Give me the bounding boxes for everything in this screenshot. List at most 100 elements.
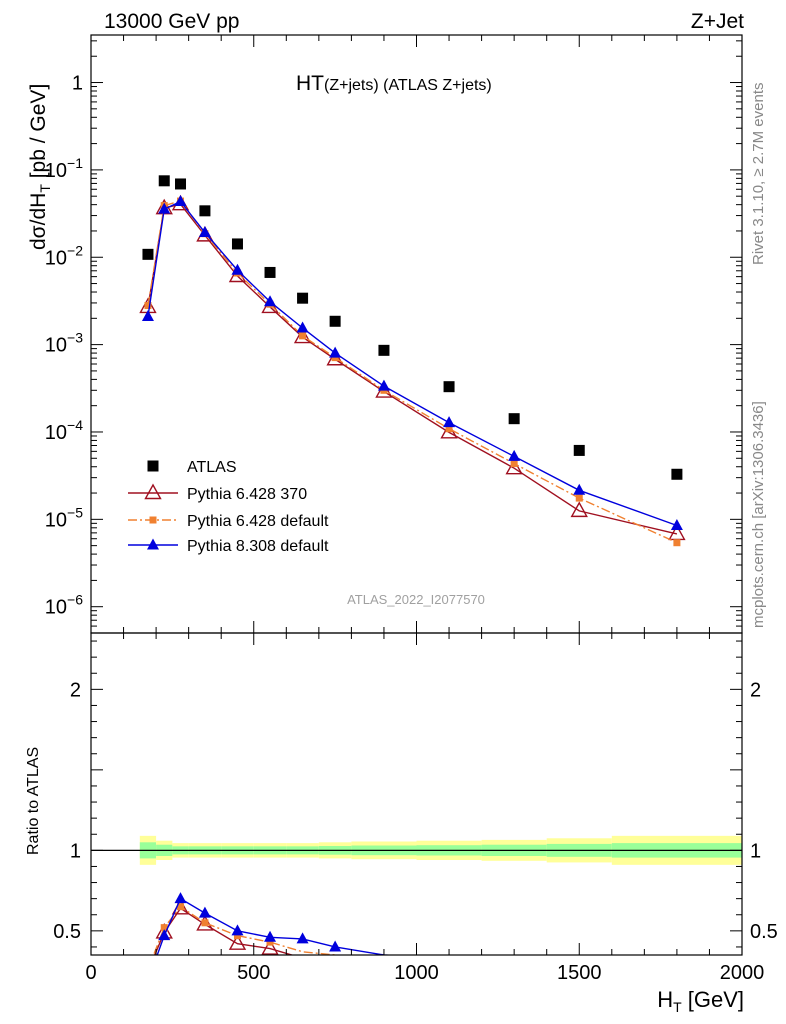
main-data-point <box>231 263 244 275</box>
y-label-part-b: [pb / GeV] <box>27 84 50 184</box>
main-y-tick-label-base: 1 <box>72 73 83 95</box>
legend-label: Pythia 8.308 default <box>187 538 329 555</box>
chart-title-sub: (Z+jets) (ATLAS Z+jets) <box>324 77 492 94</box>
main-data-point <box>505 458 523 475</box>
main-data-point <box>508 449 521 461</box>
x-label-subscript: T <box>673 999 682 1015</box>
ratio-series-1 <box>152 903 343 955</box>
header-energy-label: 13000 GeV pp <box>104 10 239 33</box>
main-y-tick-label: 1 <box>72 73 83 95</box>
x-tick-label: 2000 <box>720 962 765 984</box>
legend-marker <box>144 483 162 500</box>
main-y-axis-label: dσ/dHT [pb / GeV] <box>27 84 53 250</box>
ratio-panel: 0.5 0.5 1 1 2 2 0 500 1000 1500 2000 Ratio to ATL… <box>25 632 778 1015</box>
ratio-data-point <box>264 930 277 942</box>
x-label-part-b: [GeV] <box>682 987 744 1012</box>
main-y-tick-label-exponent: −3 <box>67 330 83 346</box>
main-data-point <box>264 266 276 278</box>
ratio-data-point <box>198 906 211 918</box>
main-y-tick-label-exponent: −1 <box>67 155 83 171</box>
ratio-data-point <box>266 938 274 946</box>
main-data-point <box>329 346 342 358</box>
main-data-point <box>296 321 309 333</box>
ratio-y-tick-label-right: 0.5 <box>750 921 778 943</box>
legend-marker <box>147 538 159 550</box>
main-data-point <box>293 327 312 344</box>
main-y-tick-label: 10−4 <box>45 417 83 444</box>
ratio-data-point <box>174 892 187 904</box>
main-data-point <box>671 468 683 480</box>
x-tick-label: 1500 <box>557 962 602 984</box>
ratio-uncertainty-bands <box>91 835 742 865</box>
main-data-point <box>174 194 187 206</box>
main-data-point <box>141 309 154 321</box>
main-y-tick-label: 10−3 <box>45 330 83 357</box>
main-data-point <box>299 332 307 340</box>
main-data-point <box>673 539 681 547</box>
chart-title: HT(Z+jets) (ATLAS Z+jets) <box>296 72 492 95</box>
main-y-tick-label-exponent: −5 <box>67 504 83 520</box>
main-y-tick-label: 10−5 <box>45 504 83 531</box>
ratio-data-point <box>201 919 209 927</box>
main-data-point <box>575 494 583 502</box>
ratio-y-axis-label: Ratio to ATLAS <box>25 747 42 855</box>
x-axis-label: HT [GeV] <box>657 987 744 1015</box>
ratio-series-line <box>156 897 399 955</box>
legend: ATLAS Pythia 6.428 370 Pythia 6.428 defaul… <box>128 459 329 555</box>
ratio-data-point <box>158 929 171 941</box>
ratio-series-line <box>152 905 343 955</box>
rivet-info-label: Rivet 3.1.10, ≥ 2.7M events <box>750 83 767 266</box>
ratio-plot-area <box>152 892 399 955</box>
ratio-y-tick-label-right: 2 <box>750 679 761 701</box>
legend-label: Pythia 6.428 370 <box>187 486 307 503</box>
ratio-data-point <box>231 924 244 936</box>
ratio-y-tick-label: 0.5 <box>53 921 81 943</box>
main-data-point <box>158 202 171 214</box>
mcplots-info-label: mcplots.cern.ch [arXiv:1306.3436] <box>750 401 767 628</box>
ratio-panel-frame <box>90 632 743 956</box>
ratio-series-2 <box>156 892 399 955</box>
main-y-axis: 110−110−210−310−410−510−6 <box>45 40 742 634</box>
legend-marker <box>147 460 159 472</box>
main-y-tick-label-exponent: −4 <box>67 417 83 433</box>
main-data-point <box>331 354 339 362</box>
chart-title-main: HT <box>296 72 324 95</box>
ratio-y-axis: 0.5 0.5 1 1 2 2 <box>53 640 778 948</box>
main-data-point <box>570 501 588 518</box>
main-data-point <box>670 519 683 531</box>
main-data-point <box>297 292 309 304</box>
main-y-tick-label-base: 10 <box>45 597 67 619</box>
x-label-part-a: H <box>657 987 673 1012</box>
main-data-point <box>443 381 455 393</box>
main-x-axis <box>90 35 743 633</box>
main-data-point <box>231 238 243 250</box>
legend-label: ATLAS <box>187 459 237 476</box>
ratio-data-point <box>177 903 185 911</box>
ratio-y-tick-label: 2 <box>70 679 81 701</box>
y-label-part-a: dσ/dH <box>27 193 50 250</box>
main-data-point <box>378 344 390 356</box>
main-y-tick-label-exponent: −2 <box>67 242 83 258</box>
main-data-point <box>326 349 344 366</box>
main-data-point <box>198 226 211 238</box>
main-series-line <box>147 200 678 527</box>
main-data-point <box>158 175 170 187</box>
main-data-point <box>573 483 586 495</box>
ratio-x-axis: 0 500 1000 1500 2000 <box>85 633 764 984</box>
main-data-point <box>510 460 518 468</box>
main-data-point <box>264 295 277 307</box>
main-series-line <box>147 203 678 535</box>
ratio-data-point <box>329 940 342 952</box>
main-data-point <box>175 178 187 190</box>
ratio-data-point <box>160 924 168 932</box>
ratio-data-point <box>233 932 241 940</box>
analysis-watermark: ATLAS_2022_I2077570 <box>347 592 485 607</box>
ratio-data-point <box>261 939 279 955</box>
main-y-tick-label: 10−2 <box>45 242 83 269</box>
main-data-point <box>377 379 390 391</box>
main-y-tick-label-base: 10 <box>45 509 67 531</box>
x-tick-label: 500 <box>237 962 270 984</box>
x-tick-label: 1000 <box>394 962 439 984</box>
main-panel: 110−110−210−310−410−510−6 HT(Z+jets) (AT… <box>27 34 743 634</box>
